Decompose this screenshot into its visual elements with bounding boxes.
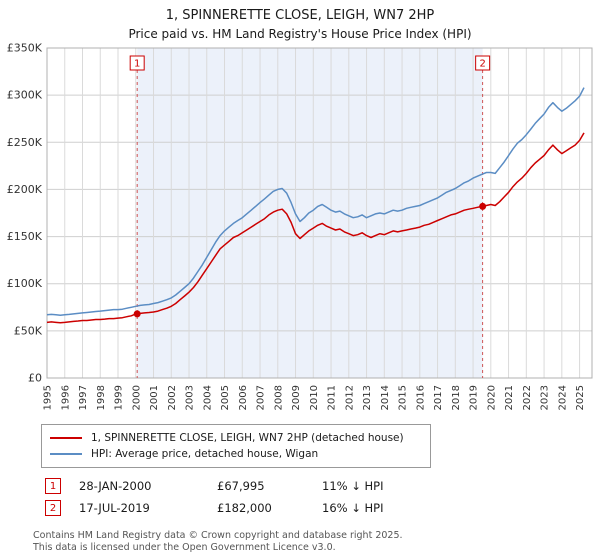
marker-hpi-delta: 11% ↓ HPI (322, 479, 384, 493)
footer-line2: This data is licensed under the Open Gov… (33, 542, 336, 554)
x-axis-tick-label: 2022 (522, 385, 533, 410)
footer: Contains HM Land Registry data © Crown c… (33, 530, 600, 555)
x-axis-tick-label: 2000 (131, 385, 142, 410)
marker-number-badge: 2 (45, 500, 61, 516)
x-axis-tick-label: 2025 (575, 385, 586, 410)
marker-sale-date: 17-JUL-2019 (79, 501, 150, 515)
page-subtitle: Price paid vs. HM Land Registry's House … (128, 27, 472, 41)
marker-row: 2 17-JUL-2019 £182,000 16% ↓ HPI (45, 500, 600, 516)
y-axis-tick-label: £300K (7, 89, 43, 102)
marker-sale-price: £182,000 (217, 501, 272, 515)
x-axis-tick-label: 2015 (398, 385, 409, 410)
x-axis-tick-label: 2007 (256, 385, 267, 410)
marker-row: 1 28-JAN-2000 £67,995 11% ↓ HPI (45, 478, 600, 494)
hpi-line-sample (50, 453, 82, 455)
legend-label: HPI: Average price, detached house, Wiga… (91, 448, 319, 460)
x-axis-tick-label: 2013 (362, 385, 373, 410)
x-axis-tick-label: 2005 (220, 385, 231, 410)
x-axis-tick-label: 1996 (60, 385, 71, 410)
chart-header: 1, SPINNERETTE CLOSE, LEIGH, WN7 2HP Pri… (0, 0, 600, 42)
sale-marker-flag (129, 55, 145, 71)
x-axis-tick-label: 1999 (114, 385, 125, 410)
sale-point-dot (479, 202, 487, 210)
y-axis-tick-label: £250K (7, 136, 43, 149)
x-axis-tick-label: 2010 (309, 385, 320, 410)
marker-sale-date: 28-JAN-2000 (79, 479, 152, 493)
x-axis-tick-label: 2019 (469, 385, 480, 410)
x-axis-tick-label: 2012 (344, 385, 355, 410)
sale-point-dot (133, 310, 141, 318)
x-axis-tick-label: 2008 (273, 385, 284, 410)
x-axis-tick-label: 1997 (78, 385, 89, 410)
legend-item: 1, SPINNERETTE CLOSE, LEIGH, WN7 2HP (de… (50, 430, 422, 446)
x-axis-tick-label: 2009 (291, 385, 302, 410)
footer-line1: Contains HM Land Registry data © Crown c… (33, 530, 403, 541)
x-axis-tick-label: 2002 (167, 385, 178, 410)
page-title: 1, SPINNERETTE CLOSE, LEIGH, WN7 2HP (165, 8, 435, 23)
x-axis-tick-label: 2006 (238, 385, 249, 410)
x-axis-tick-label: 2001 (149, 385, 160, 410)
x-axis-tick-label: 2014 (380, 385, 391, 410)
marker-hpi-delta: 16% ↓ HPI (322, 501, 384, 515)
x-axis-tick-label: 2021 (504, 385, 515, 410)
x-axis-tick-label: 2016 (415, 385, 426, 410)
x-axis-tick-label: 2004 (202, 385, 213, 410)
legend-item: HPI: Average price, detached house, Wiga… (50, 446, 422, 462)
legend-label: 1, SPINNERETTE CLOSE, LEIGH, WN7 2HP (de… (91, 432, 404, 444)
x-axis-tick-label: 1998 (96, 385, 107, 410)
y-axis-tick-label: £150K (7, 230, 43, 243)
hpi-line (46, 87, 585, 317)
y-axis-tick-label: £50K (14, 324, 43, 337)
marker-table: 1 28-JAN-2000 £67,995 11% ↓ HPI 2 17-JUL-2019… (45, 478, 600, 516)
x-axis-tick-label: 2018 (451, 385, 462, 410)
y-axis-tick-label: £100K (7, 277, 43, 290)
x-axis-tick-label: 2020 (486, 385, 497, 410)
x-axis-tick-label: 2003 (185, 385, 196, 410)
price-paid-line-sample (50, 437, 82, 439)
plot-border (46, 47, 593, 379)
y-axis-tick-label: £350K (7, 42, 43, 55)
x-axis-tick-label: 2024 (557, 385, 568, 410)
y-axis-tick-label: £200K (7, 183, 43, 196)
sale-marker-flag-number: 1 (134, 59, 140, 70)
price-chart: £0 £50K £100K £150K £200K £250K £300K £350K 1995… (7, 42, 593, 410)
chart-legend: 1, SPINNERETTE CLOSE, LEIGH, WN7 2HP (de… (41, 424, 431, 468)
x-axis-tick-label: 1995 (43, 385, 54, 410)
x-axis-tick-label: 2023 (540, 385, 551, 410)
y-axis-tick-label: £0 (28, 372, 42, 385)
marker-number-badge: 1 (45, 478, 61, 494)
sale-marker-flag-number: 2 (479, 59, 485, 70)
marker-sale-price: £67,995 (217, 479, 265, 493)
sale-marker-flag (475, 55, 491, 71)
x-axis-tick-label: 2011 (327, 385, 338, 410)
x-axis-tick-label: 2017 (433, 385, 444, 410)
